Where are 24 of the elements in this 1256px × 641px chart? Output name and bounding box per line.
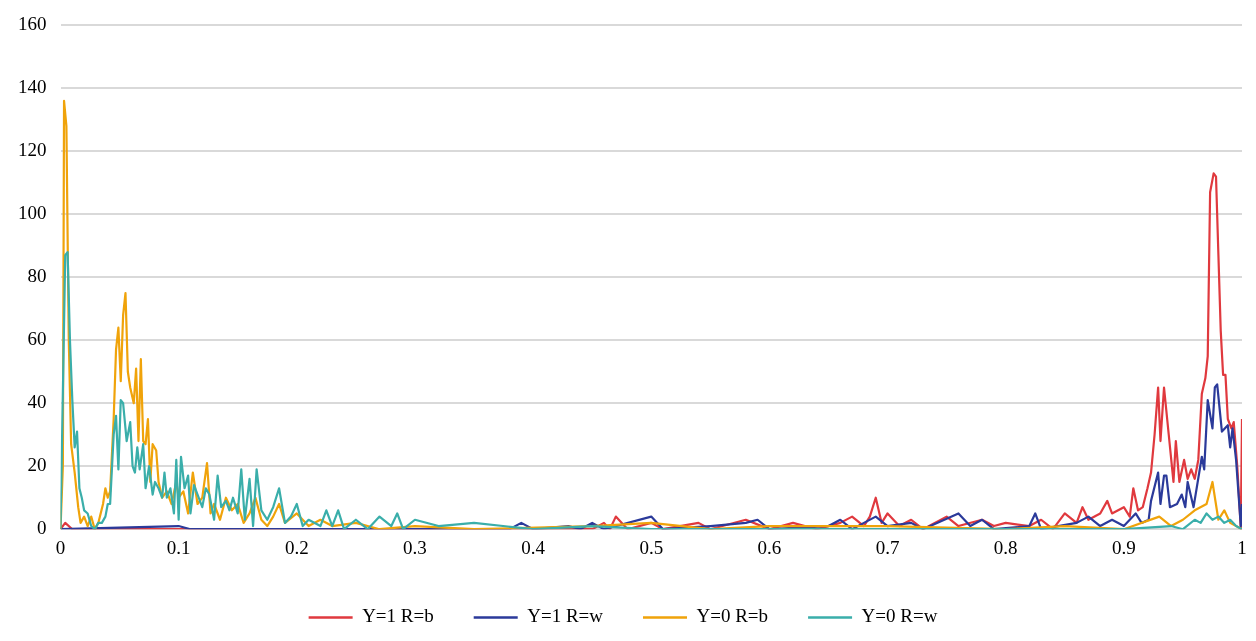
- x-tick-label: 0.7: [875, 536, 900, 558]
- x-tick-label: 0.3: [403, 536, 427, 558]
- legend-label: Y=0 R=w: [861, 605, 938, 627]
- y-tick-label: 140: [18, 76, 47, 98]
- x-tick-label: 0.2: [284, 536, 309, 558]
- x-tick-label: 0: [55, 536, 66, 558]
- x-tick-label: 0.1: [166, 536, 191, 558]
- x-tick-label: 0.9: [1111, 536, 1136, 558]
- x-tick-label: 0.6: [757, 536, 782, 558]
- x-tick-label: 0.4: [521, 536, 546, 558]
- y-tick-label: 80: [27, 265, 47, 287]
- y-tick-label: 160: [18, 13, 47, 35]
- y-tick-label: 60: [27, 328, 47, 350]
- x-tick-label: 0.5: [639, 536, 664, 558]
- y-tick-label: 0: [37, 517, 47, 539]
- y-tick-label: 120: [18, 139, 47, 161]
- legend-label: Y=1 R=b: [362, 605, 434, 627]
- x-tick-label: 1: [1237, 536, 1247, 558]
- legend-label: Y=1 R=w: [527, 605, 604, 627]
- y-tick-label: 40: [27, 391, 47, 413]
- legend-label: Y=0 R=b: [696, 605, 769, 627]
- x-tick-label: 0.8: [993, 536, 1018, 558]
- y-tick-label: 100: [18, 202, 47, 224]
- y-tick-label: 20: [27, 454, 47, 476]
